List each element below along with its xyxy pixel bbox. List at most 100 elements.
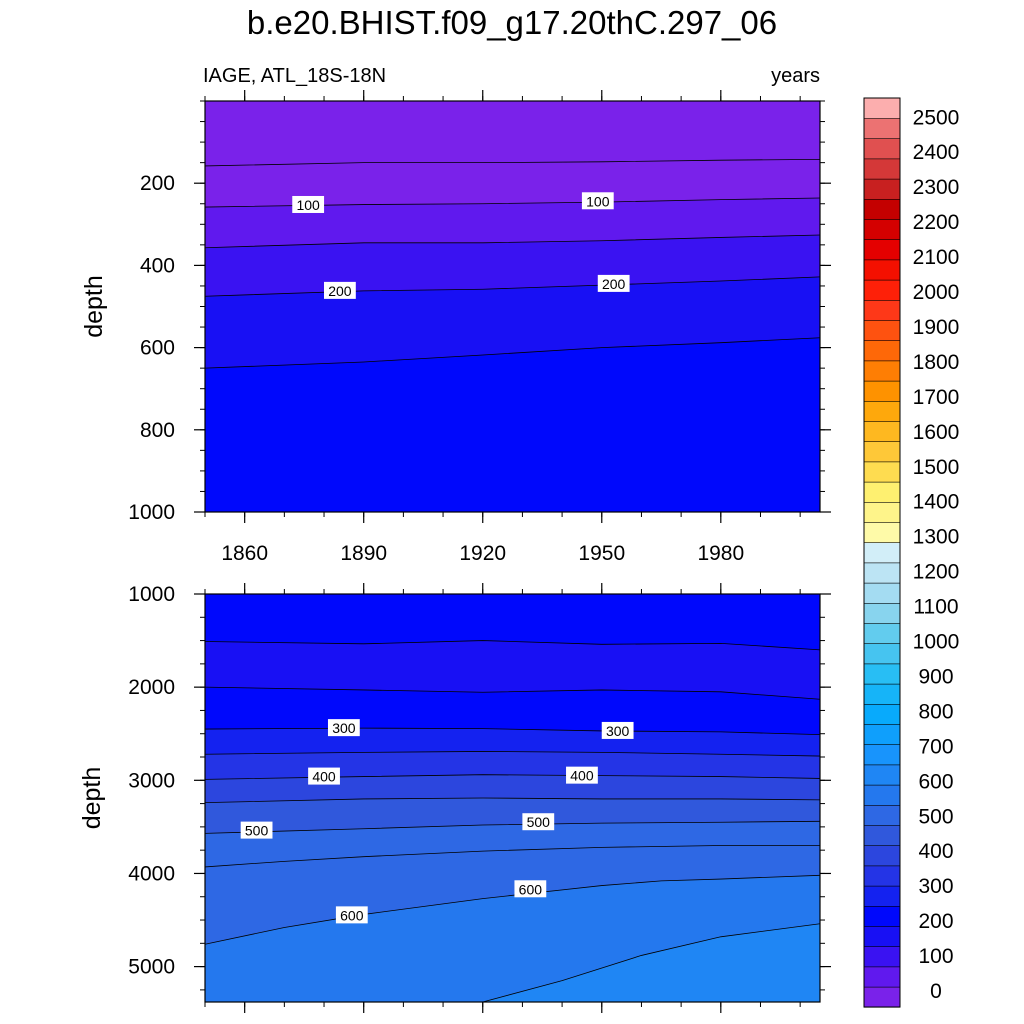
contour-label-box (601, 721, 634, 739)
x-tick-label: 1860 (221, 542, 268, 565)
colorbar-swatch (863, 885, 901, 907)
x-tick-label: 1890 (340, 542, 387, 565)
colorbar-label: 400 (918, 840, 953, 863)
y-tick-label: 1000 (128, 501, 175, 524)
contour-label: 500 (527, 814, 551, 830)
colorbar-swatch (863, 925, 901, 948)
colorbar-swatch (863, 966, 901, 988)
colorbar-label: 1500 (913, 456, 960, 479)
contour-label-box (324, 281, 356, 299)
colorbar-swatch (863, 865, 901, 887)
colorbar: 0 100 200 300 400 500 600 700 800 900 1000 1100 1200… (863, 97, 960, 1008)
colorbar-swatch (863, 319, 901, 342)
contour-label-box (327, 719, 360, 737)
colorbar-label: 2400 (913, 141, 960, 164)
colorbar-swatch (863, 764, 901, 786)
y-axis-title: depth (78, 767, 106, 830)
contour-label-box (335, 906, 368, 924)
colorbar-label: 2100 (913, 246, 960, 269)
contour-line (204, 686, 821, 700)
colorbar-swatch (863, 178, 901, 200)
y-tick-label: 5000 (128, 956, 175, 979)
variable-label: IAGE, ATL_18S-18N (203, 65, 386, 87)
colorbar-label: 500 (918, 805, 953, 828)
contour-label-box (308, 767, 340, 785)
colorbar-swatch (863, 663, 901, 685)
bottom-panel: 1000 2000 3000 4000 5000 depth 300 300 400 400 500… (78, 583, 831, 1013)
colorbar-swatch (863, 360, 901, 382)
contour-label-box (522, 813, 555, 831)
y-tick-label: 2000 (128, 676, 175, 699)
colorbar-label: 1900 (913, 316, 960, 339)
colorbar-swatch (863, 622, 901, 645)
contour-line (204, 158, 821, 167)
colorbar-swatch (863, 643, 901, 665)
colorbar-label: 800 (918, 700, 953, 723)
colorbar-swatch (863, 723, 901, 746)
contour-line (482, 923, 821, 1003)
colorbar-swatch (863, 218, 901, 240)
y-tick-label: 1000 (128, 583, 175, 606)
contour-label: 500 (245, 823, 269, 839)
y-tick-label: 3000 (128, 769, 175, 792)
colorbar-swatch (863, 703, 901, 725)
contour-label: 400 (570, 768, 594, 784)
y-tick-label: 400 (140, 254, 175, 277)
colorbar-label: 200 (918, 910, 953, 933)
colorbar-swatch (863, 542, 901, 564)
colorbar-swatch (863, 259, 901, 281)
colorbar-swatch (863, 158, 901, 180)
contour-label-box (292, 195, 325, 213)
contour-label: 300 (332, 720, 356, 736)
colorbar-swatch (863, 198, 901, 220)
contour-line (204, 751, 821, 757)
contour-label-box (581, 192, 614, 210)
colorbar-swatch (863, 744, 901, 766)
colorbar-swatch (863, 380, 901, 402)
colorbar-swatch (863, 986, 901, 1008)
contour-label-box (240, 821, 273, 839)
contour-label-box (566, 766, 598, 784)
colorbar-swatch (863, 239, 901, 261)
contour-line (204, 234, 821, 249)
colorbar-label: 2200 (913, 211, 960, 234)
colorbar-label: 1200 (913, 561, 960, 584)
contour-band (205, 594, 820, 650)
colorbar-swatch (863, 279, 901, 301)
colorbar-swatch (863, 905, 901, 927)
colorbar-label: 1100 (913, 596, 958, 619)
contour-label-box (514, 880, 547, 898)
colorbar-label: 1600 (913, 421, 960, 444)
colorbar-swatch (863, 117, 901, 139)
contour-line (204, 797, 821, 804)
colorbar-swatch (863, 400, 901, 422)
contour-line (204, 845, 820, 868)
colorbar-swatch (863, 824, 901, 847)
colorbar-label: 2000 (913, 281, 960, 304)
colorbar-swatch (863, 521, 901, 544)
contour-line (204, 337, 821, 369)
colorbar-label: 900 (918, 665, 953, 688)
contour-label: 300 (606, 723, 630, 739)
y-tick-label: 600 (140, 337, 175, 360)
contour-line (204, 640, 821, 651)
colorbar-swatch (863, 804, 901, 826)
colorbar-label: 2300 (913, 176, 960, 199)
chart-title: b.e20.BHIST.f09_g17.20thC.297_06 (246, 4, 778, 41)
x-tick-label: 1980 (697, 542, 744, 565)
colorbar-label: 1800 (913, 351, 960, 374)
x-tick-label: 1950 (578, 542, 625, 565)
colorbar-label: 2500 (913, 106, 960, 129)
colorbar-swatch (863, 582, 901, 604)
x-tick-label: 1920 (459, 542, 506, 565)
contour-label-box (597, 274, 630, 292)
colorbar-swatch (863, 138, 901, 160)
colorbar-label: 700 (918, 735, 953, 758)
y-tick-label: 800 (140, 419, 175, 442)
units-label: years (771, 65, 820, 87)
colorbar-swatch (863, 501, 901, 523)
colorbar-label: 600 (918, 770, 953, 793)
colorbar-label: 0 (930, 980, 942, 1003)
colorbar-swatch (863, 97, 901, 119)
